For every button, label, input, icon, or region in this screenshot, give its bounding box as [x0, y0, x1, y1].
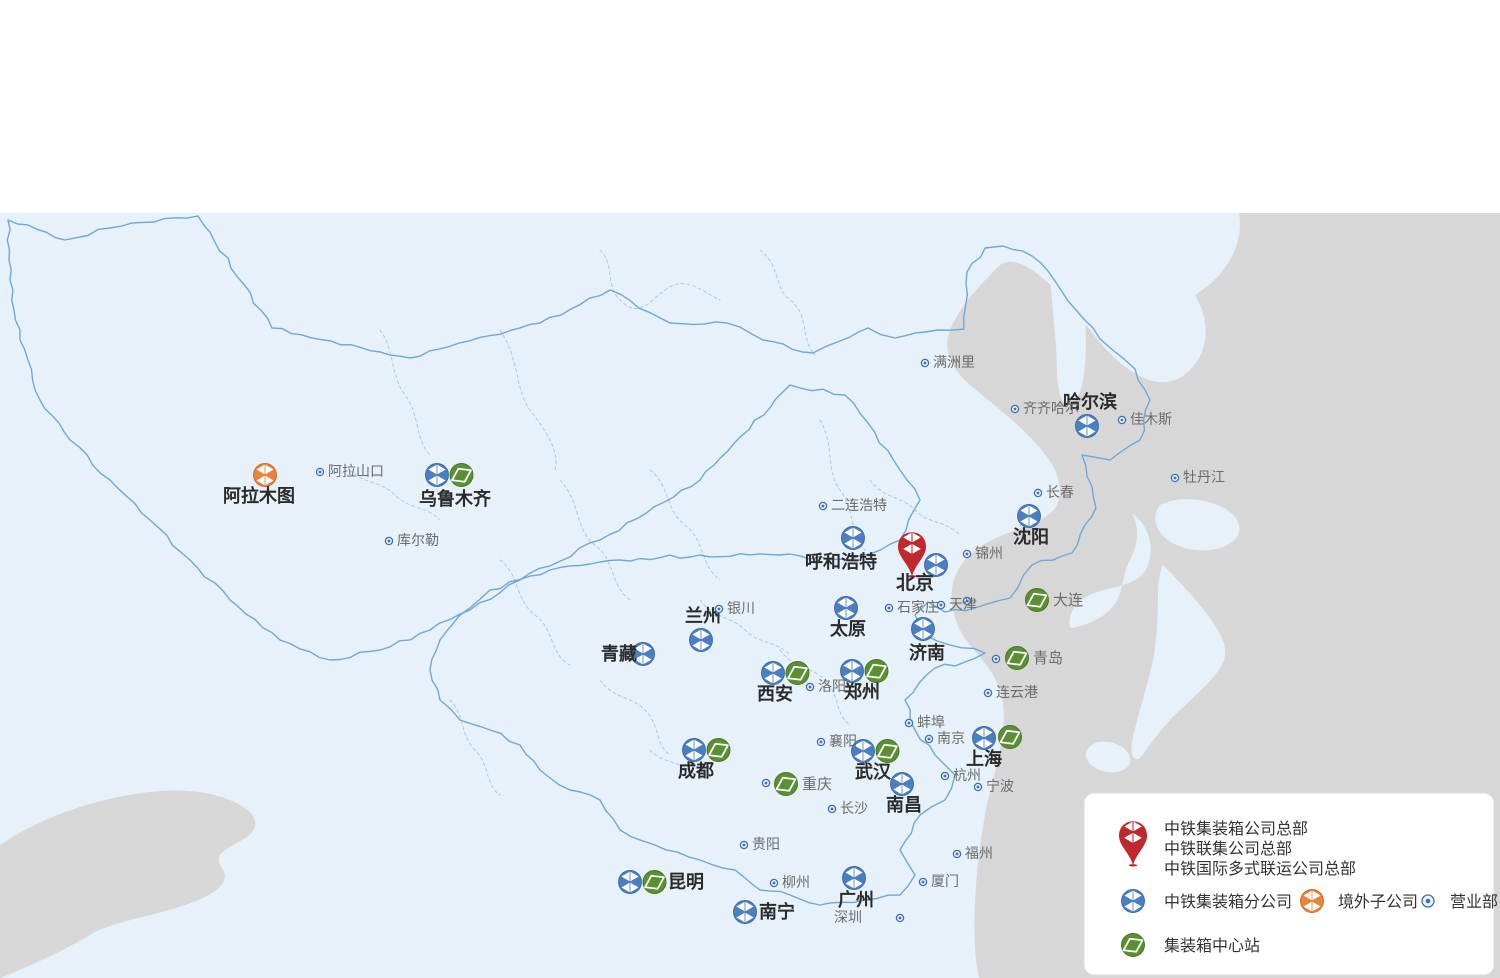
svg-text:西安: 西安 — [757, 683, 793, 704]
svg-text:郑州: 郑州 — [844, 681, 880, 702]
svg-text:南昌: 南昌 — [886, 794, 922, 815]
svg-text:中铁集装箱公司总部: 中铁集装箱公司总部 — [1164, 820, 1308, 838]
svg-text:牡丹江: 牡丹江 — [1183, 469, 1225, 485]
svg-text:宁波: 宁波 — [986, 778, 1014, 794]
svg-text:锦州: 锦州 — [975, 545, 1003, 561]
svg-text:福州: 福州 — [965, 845, 993, 861]
svg-text:连云港: 连云港 — [996, 684, 1038, 700]
svg-text:满洲里: 满洲里 — [933, 354, 975, 370]
svg-text:天津: 天津 — [949, 596, 977, 612]
svg-text:北京: 北京 — [896, 571, 934, 594]
svg-text:洛阳: 洛阳 — [818, 678, 846, 694]
svg-text:齐齐哈尔: 齐齐哈尔 — [1023, 400, 1079, 416]
svg-text:库尔勒: 库尔勒 — [397, 532, 439, 548]
svg-text:大连: 大连 — [1053, 592, 1083, 609]
svg-text:武汉: 武汉 — [855, 762, 892, 782]
svg-text:石家庄: 石家庄 — [897, 599, 939, 615]
svg-text:深圳: 深圳 — [834, 909, 862, 925]
svg-text:厦门: 厦门 — [931, 873, 959, 889]
svg-text:蚌埠: 蚌埠 — [917, 714, 945, 730]
svg-text:青藏: 青藏 — [601, 644, 637, 664]
svg-text:昆明: 昆明 — [668, 872, 704, 892]
svg-text:太原: 太原 — [830, 618, 866, 639]
svg-text:集装箱中心站: 集装箱中心站 — [1164, 937, 1260, 955]
svg-text:中铁联集公司总部: 中铁联集公司总部 — [1164, 840, 1292, 858]
svg-text:长沙: 长沙 — [840, 800, 868, 816]
svg-text:阿拉山口: 阿拉山口 — [328, 463, 384, 479]
svg-text:成都: 成都 — [678, 760, 714, 781]
svg-text:济南: 济南 — [909, 642, 945, 663]
svg-text:长春: 长春 — [1046, 484, 1074, 500]
svg-text:广州: 广州 — [838, 889, 874, 910]
svg-text:沈阳: 沈阳 — [1013, 526, 1049, 547]
svg-text:佳木斯: 佳木斯 — [1130, 411, 1172, 427]
svg-text:阿拉木图: 阿拉木图 — [223, 485, 295, 506]
svg-text:柳州: 柳州 — [782, 874, 810, 890]
svg-text:银川: 银川 — [727, 600, 755, 616]
svg-text:境外子公司: 境外子公司 — [1338, 892, 1418, 911]
svg-text:中铁国际多式联运公司总部: 中铁国际多式联运公司总部 — [1164, 860, 1356, 878]
svg-text:乌鲁木齐: 乌鲁木齐 — [419, 488, 492, 509]
svg-text:杭州: 杭州 — [953, 767, 981, 783]
svg-text:二连浩特: 二连浩特 — [831, 497, 887, 513]
svg-text:营业部: 营业部 — [1450, 893, 1498, 911]
svg-text:南宁: 南宁 — [759, 901, 795, 922]
svg-text:青岛: 青岛 — [1033, 650, 1063, 667]
svg-text:南京: 南京 — [937, 730, 965, 746]
svg-text:中铁集装箱分公司: 中铁集装箱分公司 — [1164, 893, 1292, 911]
svg-text:贵阳: 贵阳 — [752, 836, 780, 852]
svg-text:上海: 上海 — [966, 748, 1002, 769]
svg-text:呼和浩特: 呼和浩特 — [805, 551, 877, 572]
svg-text:襄阳: 襄阳 — [829, 733, 857, 749]
svg-text:重庆: 重庆 — [802, 776, 832, 793]
